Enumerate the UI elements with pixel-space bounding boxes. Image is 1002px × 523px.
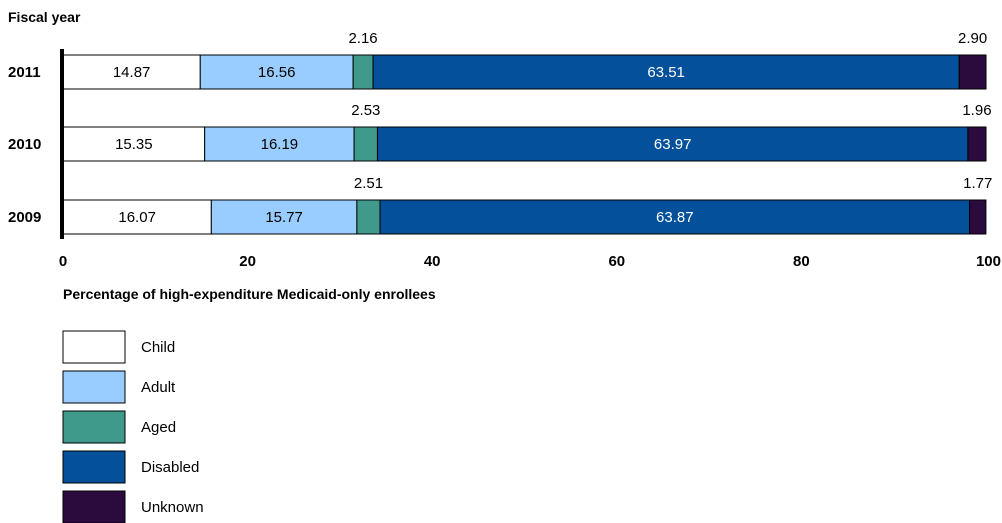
data-label-2009-disabled: 63.87 [656, 209, 694, 226]
data-label-2009-unknown: 1.77 [963, 175, 992, 192]
bar-2009-disabled [379, 199, 971, 235]
data-label-2011-disabled: 63.51 [647, 64, 685, 81]
legend-label-adult: Adult [141, 379, 176, 396]
legend-swatch-unknown [62, 490, 126, 523]
category-label-2009: 2009 [8, 209, 41, 226]
bar-2010-disabled [376, 126, 969, 162]
bar-2011-unknown [958, 54, 987, 90]
legend-label-child: Child [141, 339, 175, 356]
data-label-2011-child: 14.87 [113, 64, 151, 81]
bar-2010-aged [353, 126, 378, 162]
y-axis-title: Fiscal year [8, 9, 81, 25]
x-tick-label-40: 40 [424, 253, 441, 270]
bar-2009-aged [356, 199, 381, 235]
y-axis-line [60, 49, 64, 239]
data-label-2010-disabled: 63.97 [654, 136, 692, 153]
y-axis: 2011 2010 2009 [8, 49, 64, 239]
data-label-2011-aged: 2.16 [348, 30, 377, 47]
x-tick-label-20: 20 [239, 253, 256, 270]
x-tick-label-60: 60 [608, 253, 625, 270]
bars-group: 14.87 16.56 2.16 63.51 2.90 15.35 16.19 2.53 63.… [62, 30, 992, 235]
data-label-2010-child: 15.35 [115, 136, 153, 153]
legend-swatch-disabled [62, 450, 126, 484]
x-tick-label-0: 0 [59, 253, 67, 270]
data-label-2009-aged: 2.51 [354, 175, 383, 192]
data-label-2009-child: 16.07 [118, 209, 156, 226]
bar-2009-unknown [969, 199, 987, 235]
bar-2009-child [62, 199, 212, 235]
category-label-2010: 2010 [8, 136, 41, 153]
data-label-2010-unknown: 1.96 [962, 102, 991, 119]
data-label-2010-aged: 2.53 [351, 102, 380, 119]
data-label-2011-adult: 16.56 [258, 64, 296, 81]
x-tick-label-80: 80 [793, 253, 810, 270]
bar-2010-unknown [967, 126, 987, 162]
x-tick-label-100: 100 [976, 253, 1001, 270]
legend-swatch-adult [62, 370, 126, 404]
legend-label-aged: Aged [141, 419, 176, 436]
category-label-2011: 2011 [8, 64, 41, 81]
legend-label-disabled: Disabled [141, 459, 199, 476]
bar-2010-adult [204, 126, 355, 162]
legend-label-unknown: Unknown [141, 499, 204, 516]
bar-2011-adult [199, 54, 354, 90]
bar-2011-disabled [372, 54, 960, 90]
legend: Child Adult Aged Disabled Unknown [62, 330, 204, 523]
data-label-2010-adult: 16.19 [261, 136, 299, 153]
bar-2011-child [62, 54, 201, 90]
bar-2011-aged [352, 54, 374, 90]
bar-2009-adult [210, 199, 358, 235]
legend-swatch-aged [62, 410, 126, 444]
legend-swatch-child [62, 330, 126, 364]
data-label-2011-unknown: 2.90 [958, 30, 987, 47]
data-label-2009-adult: 15.77 [265, 209, 303, 226]
x-axis-title: Percentage of high-expenditure Medicaid-… [63, 286, 436, 302]
x-axis-ticks: 0 20 40 60 80 100 [59, 253, 1001, 270]
